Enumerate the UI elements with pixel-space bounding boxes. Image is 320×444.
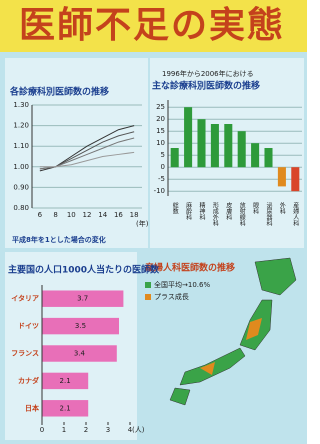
- x-tick-label: 眼科: [252, 202, 259, 215]
- value-label: 2.1: [60, 404, 71, 412]
- y-tick-label: 10: [156, 139, 165, 147]
- y-tick-label: 1.30: [13, 101, 29, 109]
- x-tick-label: 1: [62, 426, 66, 434]
- y-tick-label: 0.90: [13, 183, 29, 191]
- x-tick-label: 16: [114, 211, 123, 219]
- y-tick-label: 1.10: [13, 142, 29, 150]
- x-tick-label: 18: [130, 211, 139, 219]
- chart-subtitle: 1996年から2006年における: [162, 69, 254, 78]
- y-tick-label: 1.20: [13, 122, 29, 130]
- x-tick-label: 10: [67, 211, 76, 219]
- legend-swatch: [145, 282, 151, 288]
- y-tick-label: 1.00: [13, 163, 29, 171]
- bar: [197, 119, 205, 167]
- x-tick-label: 6: [38, 211, 43, 219]
- x-tick-label: 形成外科: [211, 201, 218, 227]
- y-tick-label: 15: [156, 127, 165, 135]
- annotation: 平成8年を1とした場合の変化: [12, 235, 106, 244]
- x-tick-label: 精神科: [198, 201, 205, 221]
- bar: [291, 167, 299, 191]
- x-axis-label: (年): [136, 219, 149, 228]
- chart-title: 主要国の人口1000人当たりの医師数: [8, 264, 160, 276]
- y-tick-label: イタリア: [11, 294, 39, 303]
- bar: [264, 148, 272, 167]
- y-tick-label: フランス: [11, 350, 39, 358]
- x-tick-label: 8: [53, 211, 57, 219]
- x-tick-label: 総数: [171, 201, 178, 215]
- poster-title: 医師不足の実態: [19, 5, 285, 46]
- value-label: 3.4: [74, 350, 86, 358]
- legend-swatch: [145, 294, 151, 300]
- y-tick-label: 25: [156, 103, 165, 111]
- map-legend: プラス成長: [154, 292, 189, 301]
- x-tick-label: 12: [83, 211, 92, 219]
- x-axis-label: (人): [132, 426, 145, 434]
- bar: [278, 167, 286, 186]
- x-tick-label: 放射線科: [238, 201, 245, 227]
- bar: [238, 131, 246, 167]
- value-label: 2.1: [60, 377, 71, 385]
- x-tick-label: 麻酔科: [185, 201, 192, 221]
- x-tick-label: 3: [106, 426, 110, 434]
- y-tick-label: 日本: [25, 403, 39, 412]
- chart-title: 主な診療科別医師数の推移: [152, 80, 260, 92]
- x-tick-label: 皮膚科: [225, 201, 232, 221]
- y-tick-label: -5: [158, 175, 165, 183]
- y-tick-label: 20: [156, 115, 165, 123]
- y-tick-label: 5: [161, 151, 165, 159]
- poster: 医師不足の実態 産婦人科医師数の推移 全国平均→10.6% プラス成長 各診療科…: [0, 0, 307, 444]
- value-label: 3.7: [77, 295, 88, 303]
- y-tick-label: 0.80: [13, 204, 29, 212]
- y-tick-label: -10: [154, 187, 165, 195]
- bar: [211, 124, 219, 167]
- map-legend: 全国平均→10.6%: [154, 280, 210, 289]
- bar: [251, 143, 259, 167]
- y-tick-label: カナダ: [18, 376, 39, 385]
- bar: [184, 107, 192, 167]
- x-tick-label: 外科: [278, 201, 285, 215]
- x-tick-label: 産婦人科: [292, 201, 299, 227]
- value-label: 3.5: [75, 322, 86, 330]
- x-tick-label: 0: [40, 426, 44, 434]
- chart-title: 各診療科別医師数の推移: [9, 86, 109, 98]
- bar: [171, 148, 179, 167]
- y-tick-label: 0: [161, 163, 165, 171]
- x-tick-label: 2: [84, 426, 88, 434]
- x-tick-label: 泌尿器科: [265, 201, 272, 227]
- x-tick-label: 14: [98, 211, 107, 219]
- bar: [224, 124, 232, 167]
- y-tick-label: ドイツ: [18, 322, 39, 330]
